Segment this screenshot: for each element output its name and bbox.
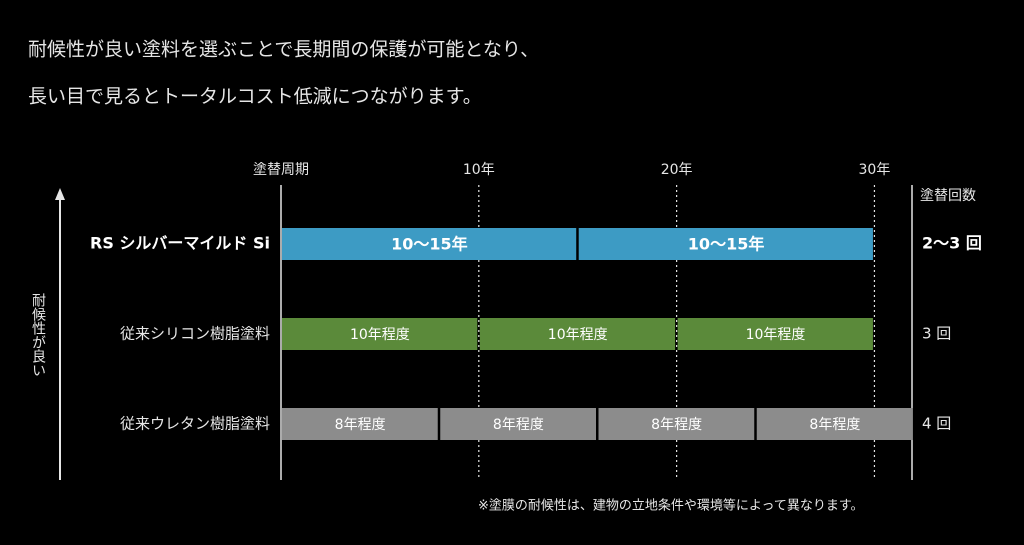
note: ※塗膜の耐候性は、建物の立地条件や環境等によって異なります。 — [478, 498, 864, 514]
range-bar — [282, 408, 438, 440]
count-label: 4 回 — [922, 415, 951, 433]
bar-label: 10年程度 — [350, 327, 410, 343]
bar-label: 10〜15年 — [688, 235, 765, 254]
range-bar — [479, 318, 676, 350]
row-label: 従来ウレタン樹脂塗料 — [120, 415, 270, 433]
range-bar — [282, 228, 577, 260]
y-arrow-head — [55, 188, 65, 200]
intro-line: 耐候性が良い塗料を選ぶことで長期間の保護が可能となり、 — [28, 39, 539, 61]
count-header: 塗替回数 — [920, 188, 976, 204]
bar-label: 8年程度 — [493, 417, 544, 433]
row-label: 従来シリコン樹脂塗料 — [120, 325, 270, 343]
range-bar — [282, 318, 478, 350]
bar-label: 10年程度 — [746, 327, 806, 343]
count-label: 3 回 — [922, 325, 951, 343]
range-bar — [677, 318, 873, 350]
bar-label: 8年程度 — [335, 417, 386, 433]
bar-label: 10年程度 — [548, 327, 608, 343]
y-axis-label: 耐候性が良い — [30, 293, 46, 377]
range-bar — [440, 408, 596, 440]
range-bar — [598, 408, 755, 440]
x-tick-label: 10年 — [463, 162, 495, 178]
range-bar — [578, 228, 873, 260]
row-label: RS シルバーマイルド Si — [90, 234, 270, 253]
x-tick-label: 20年 — [661, 162, 693, 178]
intro-line: 長い目で見るとトータルコスト低減につながります。 — [28, 86, 482, 108]
bar-label: 8年程度 — [809, 417, 860, 433]
x-tick-label: 塗替周期 — [253, 162, 309, 178]
range-bar — [756, 408, 913, 440]
count-label: 2〜3 回 — [922, 234, 982, 253]
bar-label: 8年程度 — [651, 417, 702, 433]
bar-label: 10〜15年 — [391, 235, 468, 254]
x-tick-label: 30年 — [859, 162, 891, 178]
